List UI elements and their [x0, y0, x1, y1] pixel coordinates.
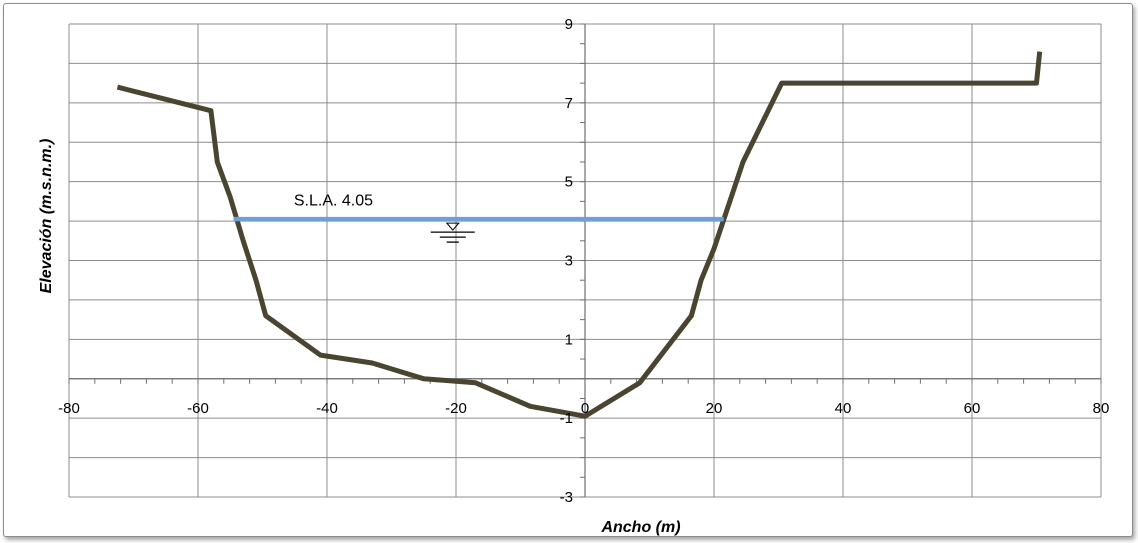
water-surface-symbol [430, 222, 475, 243]
water-level-triangle [445, 222, 460, 231]
y-tick-label: -3 [560, 489, 573, 506]
x-axis-title: Ancho (m) [600, 519, 680, 536]
y-axis-title: Elevación (m.s.n.m.) [38, 139, 55, 294]
x-tick-label: -20 [445, 400, 467, 417]
y-tick-label: 1 [565, 331, 573, 348]
x-tick-label: 60 [964, 400, 981, 417]
x-tick-label: -80 [58, 400, 80, 417]
x-tick-label: 20 [706, 400, 723, 417]
y-tick-label: 9 [565, 16, 573, 33]
series [116, 51, 1043, 419]
x-tick-label: 40 [835, 400, 852, 417]
x-tick-label: 0 [581, 400, 589, 417]
tick-labels: S.L.A. 4.05 -80 -60 -40 -20 0 20 40 60 80 -3 -1 1 3 5 7… [58, 16, 1109, 506]
chart-frame [3, 3, 1133, 537]
x-tick-label: -40 [316, 400, 338, 417]
water-level-label: S.L.A. 4.05 [294, 192, 373, 209]
y-tick-label: 3 [565, 253, 573, 270]
y-tick-label: 7 [565, 95, 573, 112]
x-tick-label: 80 [1093, 400, 1110, 417]
terrain-profile-line [116, 51, 1043, 419]
y-tick-label: -1 [560, 410, 573, 427]
x-tick-label: -60 [187, 400, 209, 417]
y-tick-label: 5 [565, 174, 573, 191]
